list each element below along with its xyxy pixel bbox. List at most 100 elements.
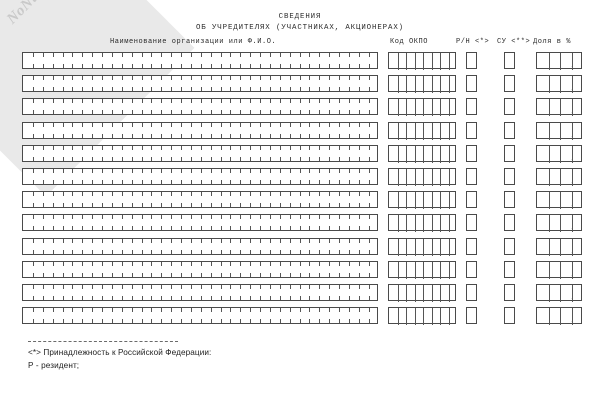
char-cell[interactable] [62, 99, 73, 115]
field-su[interactable] [504, 144, 515, 162]
char-cell[interactable] [171, 308, 181, 324]
char-cell[interactable] [72, 215, 82, 231]
char-cell[interactable]: , [560, 192, 574, 210]
char-cell[interactable] [230, 53, 240, 68]
char-cell[interactable] [279, 169, 290, 184]
field-okpo[interactable] [388, 121, 458, 140]
char-cell[interactable] [161, 215, 171, 231]
char-cell[interactable] [440, 192, 449, 210]
char-cell[interactable] [397, 53, 407, 70]
char-cell[interactable] [131, 238, 142, 254]
char-cell[interactable] [269, 122, 280, 138]
field-su[interactable] [504, 260, 516, 278]
char-cell[interactable] [260, 145, 270, 161]
char-cell[interactable] [289, 169, 300, 184]
char-cell[interactable] [279, 285, 290, 300]
char-cell[interactable] [32, 238, 43, 254]
field-su[interactable] [504, 121, 515, 139]
char-cell[interactable]: , [560, 122, 574, 140]
char-cell[interactable] [571, 122, 584, 140]
char-cell[interactable] [279, 53, 290, 68]
char-cell[interactable] [548, 192, 561, 210]
char-cell[interactable] [448, 122, 458, 140]
char-cell[interactable] [240, 285, 250, 300]
char-cell[interactable] [368, 308, 379, 324]
char-cell[interactable] [299, 308, 310, 324]
char-cell[interactable] [260, 308, 270, 324]
char-cell[interactable] [309, 53, 319, 68]
char-cell[interactable] [92, 99, 102, 115]
char-cell[interactable] [571, 145, 584, 163]
char-cell[interactable] [161, 169, 171, 184]
char-cell[interactable] [289, 238, 300, 254]
char-cell[interactable] [151, 215, 161, 231]
char-cell[interactable] [72, 145, 82, 161]
char-cell[interactable] [32, 53, 43, 68]
char-cell[interactable] [289, 53, 300, 68]
char-cell[interactable] [161, 76, 171, 92]
char-cell[interactable] [42, 76, 53, 92]
char-cell[interactable] [250, 122, 260, 138]
char-cell[interactable] [505, 53, 516, 68]
char-cell[interactable] [571, 99, 584, 117]
char-cell[interactable] [181, 122, 191, 138]
char-cell[interactable] [329, 169, 339, 184]
field-share[interactable]: , [536, 75, 582, 94]
char-cell[interactable]: , [560, 53, 574, 70]
char-cell[interactable] [348, 261, 359, 277]
field-su[interactable] [504, 168, 515, 185]
char-cell[interactable] [181, 308, 191, 324]
char-cell[interactable] [181, 215, 191, 231]
field-okpo[interactable] [388, 144, 456, 163]
char-cell[interactable] [571, 238, 584, 256]
char-cell[interactable] [299, 53, 310, 68]
field-rn[interactable] [466, 237, 477, 255]
char-cell[interactable] [319, 215, 329, 231]
char-cell[interactable] [220, 192, 231, 208]
char-cell[interactable] [111, 192, 122, 208]
char-cell[interactable] [141, 169, 152, 184]
field-name[interactable] [22, 144, 378, 162]
field-okpo[interactable] [388, 237, 456, 256]
char-cell[interactable] [505, 262, 516, 277]
char-cell[interactable] [505, 239, 516, 254]
char-cell[interactable] [397, 308, 407, 326]
char-cell[interactable] [111, 53, 122, 68]
char-cell[interactable] [289, 215, 300, 231]
char-cell[interactable] [548, 285, 561, 302]
char-cell[interactable] [62, 215, 73, 231]
char-cell[interactable] [440, 215, 449, 233]
char-cell[interactable] [200, 99, 211, 115]
char-cell[interactable] [440, 308, 449, 326]
char-cell[interactable] [260, 122, 270, 138]
char-cell[interactable] [440, 145, 449, 163]
char-cell[interactable] [397, 261, 407, 279]
char-cell[interactable] [181, 99, 191, 115]
char-cell[interactable] [72, 261, 82, 277]
char-cell[interactable] [440, 261, 449, 279]
char-cell[interactable] [423, 308, 432, 326]
char-cell[interactable] [289, 285, 300, 300]
char-cell[interactable] [414, 145, 424, 163]
field-rn[interactable] [466, 284, 477, 301]
char-cell[interactable] [414, 308, 424, 326]
char-cell[interactable] [32, 192, 43, 208]
char-cell[interactable] [358, 76, 369, 92]
char-cell[interactable] [358, 192, 369, 208]
char-cell[interactable] [431, 53, 441, 70]
char-cell[interactable] [269, 169, 280, 184]
char-cell[interactable] [131, 76, 142, 92]
char-cell[interactable] [299, 285, 310, 300]
char-cell[interactable] [279, 76, 290, 92]
char-cell[interactable] [319, 285, 329, 300]
char-cell[interactable] [309, 76, 319, 92]
char-cell[interactable] [339, 76, 349, 92]
char-cell[interactable] [309, 261, 319, 277]
char-cell[interactable] [299, 145, 310, 161]
char-cell[interactable] [431, 169, 441, 186]
char-cell[interactable] [406, 76, 415, 94]
char-cell[interactable] [190, 215, 201, 231]
char-cell[interactable] [319, 308, 329, 324]
char-cell[interactable] [210, 76, 221, 92]
char-cell[interactable] [171, 215, 181, 231]
